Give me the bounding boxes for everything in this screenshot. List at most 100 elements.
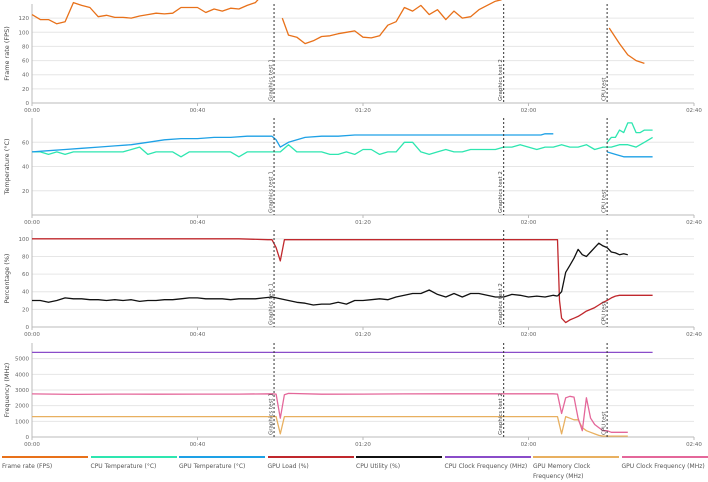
y-tick-label: 60 (22, 59, 29, 65)
series-line (281, 0, 502, 45)
event-marker-label: Graphics test 1 (269, 283, 275, 325)
legend-swatch (2, 456, 88, 458)
y-tick-label: 4000 (15, 372, 29, 378)
legend-label: GPU Temperature (°C) (179, 463, 246, 470)
event-marker-label: Graphics test 2 (498, 171, 504, 213)
y-tick-label: 5000 (15, 357, 29, 363)
event-marker-label: Graphics test 1 (269, 171, 275, 213)
event-marker-label: Graphics test 2 (498, 393, 504, 435)
event-marker-label: CPU test (602, 189, 608, 213)
y-tick-label: 80 (22, 44, 29, 50)
series-line (557, 242, 628, 297)
legend-swatch (179, 456, 265, 458)
chart-panel-2: 20 40 60 00:00 00:40 01:20 02:00 02:40 Temperatu… (3, 118, 702, 226)
legend-label: GPU Load (%) (267, 463, 309, 470)
series-line (32, 136, 653, 158)
y-tick-label: 20 (22, 307, 29, 313)
x-tick-label: 02:00 (521, 332, 537, 338)
y-tick-label: 60 (22, 272, 29, 278)
series-line (608, 27, 645, 65)
x-tick-label: 00:00 (24, 442, 40, 448)
series-line (32, 238, 653, 324)
y-tick-label: 40 (22, 73, 29, 79)
chart-panel-3: 0 20 40 60 80 100 00:00 00:40 01:20 02:00 02:40 Per… (3, 230, 702, 338)
y-tick-label: 100 (19, 30, 30, 36)
series-line (32, 415, 628, 437)
legend-swatch (533, 456, 619, 458)
legend-label: GPU Memory Clock Frequency (MHz) (533, 463, 591, 480)
legend-swatch (267, 456, 354, 458)
legend-item: CPU Clock Frequency (MHz) (444, 456, 531, 472)
charts-svg: 0 20 40 60 80 100 120 00:00 00:40 01:20 02:00 02:40… (3, 0, 702, 448)
legend-swatch (356, 456, 442, 458)
event-marker-label: CPU test (602, 411, 608, 435)
series-line (606, 122, 653, 143)
event-marker-label: Graphics test 1 (269, 393, 275, 435)
event-marker-label: CPU test (602, 77, 608, 101)
x-tick-label: 01:20 (355, 332, 371, 338)
legend-swatch (444, 456, 531, 458)
legend-item: CPU Utility (%) (356, 456, 442, 472)
y-tick-label: 40 (22, 290, 29, 296)
x-tick-label: 02:00 (521, 220, 537, 226)
y-tick-label: 20 (22, 189, 29, 195)
series-line (606, 151, 653, 158)
x-tick-label: 00:00 (24, 332, 40, 338)
y-tick-label: 80 (22, 254, 29, 260)
y-tick-label: 1000 (15, 419, 29, 425)
y-axis-title: Temperature (°C) (3, 138, 11, 195)
legend-label: GPU Clock Frequency (MHz) (621, 463, 705, 470)
legend-item: GPU Temperature (°C) (179, 456, 265, 472)
series-line (31, 392, 628, 433)
y-axis-title: Frame rate (FPS) (3, 26, 11, 80)
x-tick-label: 00:00 (24, 220, 40, 226)
x-tick-label: 02:00 (521, 442, 537, 448)
legend-swatch (90, 456, 177, 458)
legend-item: GPU Clock Frequency (MHz) (621, 456, 708, 472)
series-line (31, 0, 259, 25)
chart-panel-4: 0 1000 2000 3000 4000 5000 00:00 00:40 01:20 02:0… (3, 343, 702, 448)
legend-item: GPU Memory Clock Frequency (MHz) (533, 456, 619, 482)
x-tick-label: 00:40 (190, 220, 206, 226)
y-tick-label: 100 (19, 237, 30, 243)
legend-item: GPU Load (%) (267, 456, 354, 472)
event-marker-label: Graphics test 1 (269, 59, 275, 101)
x-tick-label: 01:20 (355, 442, 371, 448)
legend: Frame rate (FPS) CPU Temperature (°C) GPU … (0, 456, 708, 482)
legend-label: Frame rate (FPS) (2, 463, 53, 470)
legend-label: CPU Clock Frequency (MHz) (444, 463, 528, 470)
y-tick-label: 40 (22, 165, 29, 171)
x-tick-label: 00:00 (24, 108, 40, 114)
y-tick-label: 0 (26, 435, 30, 441)
y-axis-title: Percentage (%) (3, 254, 11, 304)
event-marker-label: Graphics test 2 (498, 59, 504, 101)
x-tick-label: 02:00 (521, 108, 537, 114)
x-tick-label: 00:40 (190, 332, 206, 338)
x-tick-label: 02:40 (686, 108, 702, 114)
y-tick-label: 20 (22, 87, 29, 93)
x-tick-label: 02:40 (686, 332, 702, 338)
series-line (31, 133, 554, 153)
x-tick-label: 00:40 (190, 108, 206, 114)
event-marker-label: CPU test (602, 301, 608, 325)
legend-item: CPU Temperature (°C) (90, 456, 177, 472)
x-tick-label: 02:40 (686, 442, 702, 448)
x-tick-label: 00:40 (190, 442, 206, 448)
legend-label: CPU Utility (%) (356, 463, 401, 470)
y-tick-label: 0 (26, 325, 30, 331)
series-line (32, 289, 558, 306)
event-marker-label: Graphics test 2 (498, 283, 504, 325)
legend-swatch (621, 456, 708, 458)
x-tick-label: 01:20 (355, 220, 371, 226)
y-tick-label: 120 (19, 16, 30, 22)
chart-panel-1: 0 20 40 60 80 100 120 00:00 00:40 01:20 02:00 02:40… (3, 0, 702, 114)
y-tick-label: 3000 (15, 388, 29, 394)
x-tick-label: 02:40 (686, 220, 702, 226)
x-tick-label: 01:20 (355, 108, 371, 114)
y-tick-label: 60 (22, 140, 29, 146)
legend-item: Frame rate (FPS) (2, 456, 88, 472)
y-tick-label: 0 (26, 101, 30, 107)
y-tick-label: 2000 (15, 404, 29, 410)
y-axis-title: Frequency (MHz) (3, 363, 11, 418)
